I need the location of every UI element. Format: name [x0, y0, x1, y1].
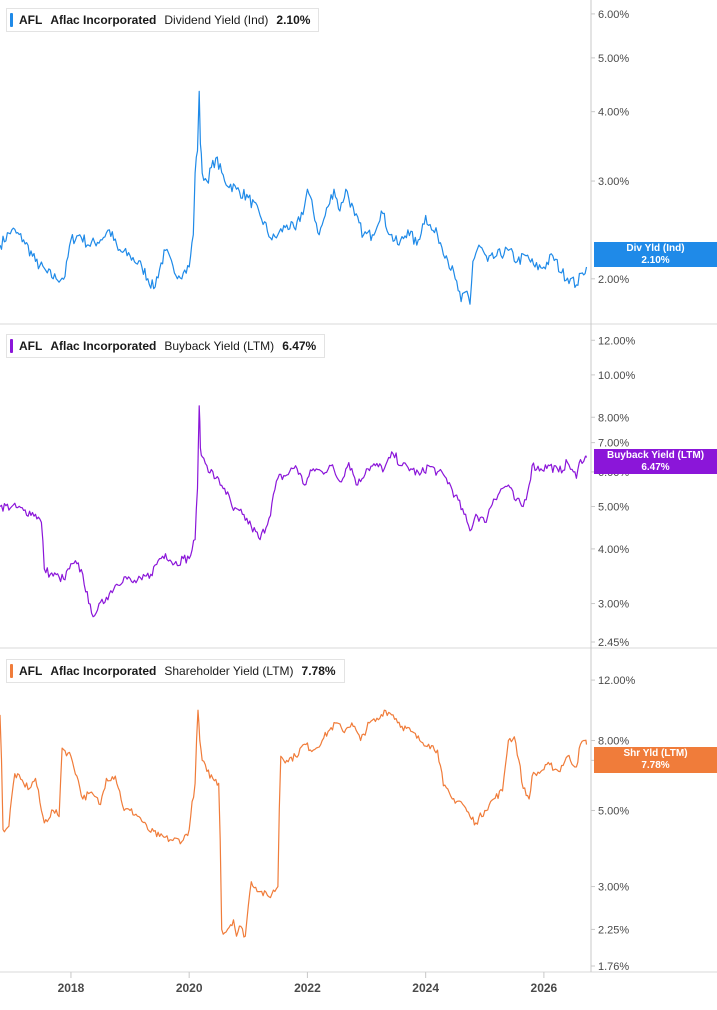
legend-swatch [10, 339, 13, 353]
current-value-badge-buyback: Buyback Yield (LTM) 6.47% [594, 449, 717, 474]
legend-metric: Dividend Yield (Ind) [164, 13, 269, 27]
current-value-badge-dividend: Div Yld (Ind) 2.10% [594, 242, 717, 267]
badge-label: Buyback Yield (LTM) [606, 450, 705, 461]
legend-value: 2.10% [276, 13, 311, 27]
legend-ticker: AFL [19, 664, 43, 678]
y-tick-label: 5.00% [598, 805, 629, 817]
legend-company: Aflac Incorporated [50, 13, 157, 27]
legend-ticker: AFL [19, 13, 43, 27]
y-tick-label: 8.00% [598, 412, 629, 424]
legend-ticker: AFL [19, 339, 43, 353]
y-tick-label: 8.00% [598, 735, 629, 747]
y-tick-label: 2.00% [598, 274, 629, 286]
legend-value: 6.47% [282, 339, 317, 353]
legend-company: Aflac Incorporated [50, 339, 157, 353]
x-tick-label: 2024 [412, 981, 439, 995]
series-line-3 [0, 709, 588, 938]
x-tick-label: 2020 [176, 981, 203, 995]
legend-value: 7.78% [301, 664, 336, 678]
series-line-2 [0, 405, 588, 618]
legend-metric: Shareholder Yield (LTM) [164, 664, 294, 678]
y-tick-label: 3.00% [598, 599, 629, 611]
badge-value: 7.78% [641, 760, 670, 771]
legend-panel-2: AFL Aflac Incorporated Buyback Yield (LT… [6, 334, 326, 358]
x-tick-label: 2018 [58, 981, 85, 995]
current-value-badge-shareholder: Shr Yld (LTM) 7.78% [594, 747, 717, 773]
y-tick-label: 2.45% [598, 637, 629, 649]
y-tick-label: 12.00% [598, 335, 636, 347]
y-tick-label: 4.00% [598, 544, 629, 556]
y-tick-label: 7.00% [598, 438, 629, 450]
y-tick-label: 6.00% [598, 9, 629, 21]
legend-metric: Buyback Yield (LTM) [164, 339, 275, 353]
legend-panel-3: AFL Aflac Incorporated Shareholder Yield… [6, 659, 345, 683]
y-tick-label: 12.00% [598, 675, 636, 687]
badge-label: Shr Yld (LTM) [623, 748, 688, 759]
badge-label: Div Yld (Ind) [626, 243, 685, 254]
x-tick-label: 2026 [531, 981, 558, 995]
y-tick-label: 1.76% [598, 961, 629, 973]
y-tick-label: 2.25% [598, 924, 629, 936]
legend-swatch [10, 664, 13, 678]
series-line-1 [0, 90, 588, 305]
y-tick-label: 3.00% [598, 882, 629, 894]
legend-company: Aflac Incorporated [50, 664, 157, 678]
y-tick-label: 3.00% [598, 176, 629, 188]
y-tick-label: 4.00% [598, 107, 629, 119]
badge-value: 2.10% [641, 255, 670, 266]
y-tick-label: 5.00% [598, 53, 629, 65]
badge-value: 6.47% [641, 462, 670, 473]
y-tick-label: 10.00% [598, 370, 636, 382]
y-tick-label: 5.00% [598, 502, 629, 514]
legend-swatch [10, 13, 13, 27]
x-tick-label: 2022 [294, 981, 321, 995]
legend-panel-1: AFL Aflac Incorporated Dividend Yield (I… [6, 8, 320, 32]
